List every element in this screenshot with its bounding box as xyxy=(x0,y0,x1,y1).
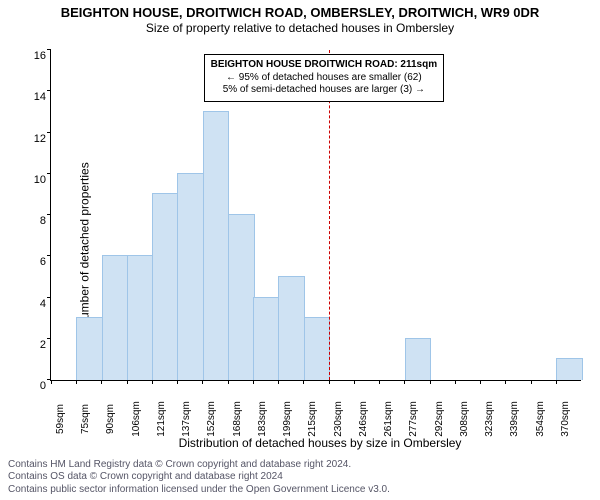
footer-attribution: Contains HM Land Registry data © Crown c… xyxy=(8,459,390,497)
x-tick-mark xyxy=(556,380,557,384)
y-tick-label: 12 xyxy=(21,133,46,145)
x-tick-label: 354sqm xyxy=(535,401,546,437)
x-tick-mark xyxy=(329,380,330,384)
x-tick-mark xyxy=(101,380,102,384)
page-title: BEIGHTON HOUSE, DROITWICH ROAD, OMBERSLE… xyxy=(0,0,600,21)
footer-line-2: Contains OS data © Crown copyright and d… xyxy=(8,471,390,484)
x-tick-label: 261sqm xyxy=(383,401,394,437)
histogram-bar xyxy=(228,214,255,380)
y-tick-mark xyxy=(47,255,51,256)
page-subtitle: Size of property relative to detached ho… xyxy=(0,21,600,36)
x-tick-label: 90sqm xyxy=(105,404,116,434)
y-tick-label: 0 xyxy=(21,380,46,392)
histogram-bar xyxy=(304,317,331,380)
x-tick-mark xyxy=(127,380,128,384)
x-tick-label: 308sqm xyxy=(459,401,470,437)
x-tick-label: 323sqm xyxy=(484,401,495,437)
x-tick-mark xyxy=(480,380,481,384)
x-tick-mark xyxy=(51,380,52,384)
x-tick-mark xyxy=(303,380,304,384)
x-tick-mark xyxy=(202,380,203,384)
histogram-bar xyxy=(152,193,179,380)
histogram-bar xyxy=(405,338,432,380)
y-tick-mark xyxy=(47,297,51,298)
y-tick-label: 14 xyxy=(21,91,46,103)
y-tick-mark xyxy=(47,338,51,339)
y-tick-mark xyxy=(47,90,51,91)
x-tick-mark xyxy=(379,380,380,384)
x-tick-label: 59sqm xyxy=(55,404,66,434)
y-tick-label: 10 xyxy=(21,174,46,186)
histogram-bar xyxy=(76,317,103,380)
x-tick-mark xyxy=(177,380,178,384)
x-tick-label: 292sqm xyxy=(434,401,445,437)
plot-area: 024681012141659sqm75sqm90sqm106sqm121sqm… xyxy=(50,50,581,381)
x-tick-mark xyxy=(152,380,153,384)
x-tick-label: 121sqm xyxy=(156,401,167,437)
y-tick-mark xyxy=(47,49,51,50)
annotation-box: BEIGHTON HOUSE DROITWICH ROAD: 211sqm← 9… xyxy=(204,54,445,102)
x-tick-label: 199sqm xyxy=(282,401,293,437)
x-tick-label: 75sqm xyxy=(80,404,91,434)
footer-line-1: Contains HM Land Registry data © Crown c… xyxy=(8,459,390,472)
x-tick-label: 339sqm xyxy=(509,401,520,437)
x-tick-mark xyxy=(278,380,279,384)
x-tick-mark xyxy=(430,380,431,384)
y-tick-label: 6 xyxy=(21,256,46,268)
x-tick-mark xyxy=(505,380,506,384)
annotation-line-3: 5% of semi-detached houses are larger (3… xyxy=(211,84,438,97)
y-tick-label: 4 xyxy=(21,298,46,310)
chart-area: Number of detached properties 0246810121… xyxy=(0,40,600,450)
histogram-bar xyxy=(177,173,204,380)
x-tick-label: 230sqm xyxy=(333,401,344,437)
histogram-bar xyxy=(127,255,154,380)
y-tick-mark xyxy=(47,132,51,133)
y-tick-label: 16 xyxy=(21,50,46,62)
histogram-bar xyxy=(102,255,129,380)
histogram-bar xyxy=(556,358,583,380)
x-tick-label: 277sqm xyxy=(408,401,419,437)
x-tick-label: 152sqm xyxy=(206,401,217,437)
x-tick-label: 137sqm xyxy=(181,401,192,437)
x-axis-label: Distribution of detached houses by size … xyxy=(50,436,590,450)
x-tick-label: 106sqm xyxy=(131,401,142,437)
footer-line-3: Contains public sector information licen… xyxy=(8,484,390,497)
x-tick-mark xyxy=(455,380,456,384)
y-tick-label: 2 xyxy=(21,339,46,351)
histogram-bar xyxy=(278,276,305,380)
histogram-bar xyxy=(203,111,230,380)
x-tick-label: 370sqm xyxy=(560,401,571,437)
x-tick-mark xyxy=(76,380,77,384)
x-tick-mark xyxy=(228,380,229,384)
annotation-line-2: ← 95% of detached houses are smaller (62… xyxy=(211,72,438,85)
x-tick-mark xyxy=(404,380,405,384)
x-tick-label: 183sqm xyxy=(257,401,268,437)
y-tick-mark xyxy=(47,214,51,215)
annotation-line-1: BEIGHTON HOUSE DROITWICH ROAD: 211sqm xyxy=(211,59,438,72)
y-tick-mark xyxy=(47,173,51,174)
x-tick-mark xyxy=(531,380,532,384)
x-tick-label: 246sqm xyxy=(358,401,369,437)
x-tick-mark xyxy=(253,380,254,384)
y-tick-label: 8 xyxy=(21,215,46,227)
histogram-bar xyxy=(253,297,280,381)
x-tick-label: 168sqm xyxy=(232,401,243,437)
x-tick-label: 215sqm xyxy=(307,401,318,437)
x-tick-mark xyxy=(354,380,355,384)
